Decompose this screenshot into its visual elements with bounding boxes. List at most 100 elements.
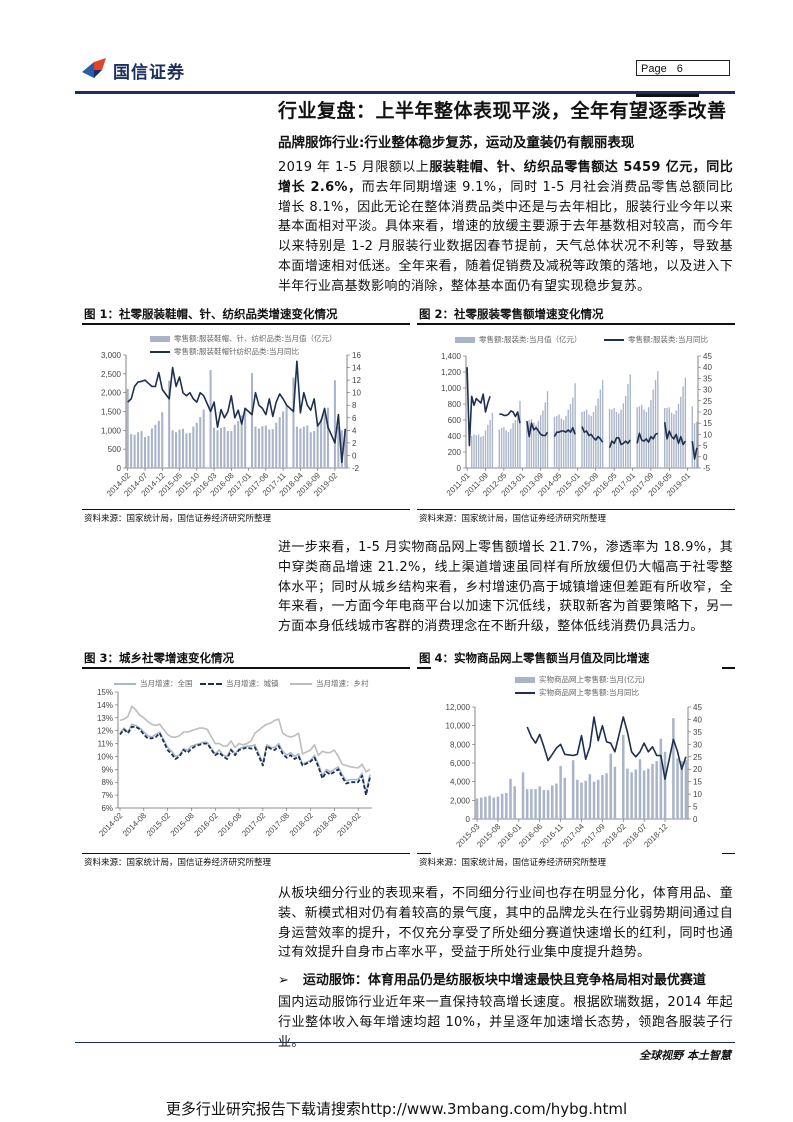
y-tick-label: 0	[457, 464, 462, 473]
bar-2015-05	[585, 409, 588, 468]
bar-2015-04	[480, 797, 483, 819]
bar-2015-03	[171, 430, 174, 468]
figure-1-top-rule	[82, 323, 410, 325]
bar-2016-07	[618, 413, 620, 468]
y-tick-label: 6%	[101, 804, 113, 813]
bar-2017-11	[282, 411, 285, 468]
bar-2015-03	[581, 412, 583, 468]
x-tick-label: 2017-09	[628, 471, 656, 499]
figure-4-top-rule-right	[722, 667, 735, 669]
bar-2018-12	[663, 751, 667, 819]
x-tick-label: 2017-06	[243, 471, 271, 499]
bar-2011-12	[491, 412, 494, 468]
y2-tick-label: 35	[693, 728, 702, 737]
bar-2016-07	[226, 431, 229, 468]
bar-2018-04	[630, 772, 633, 819]
bar-2016-11	[240, 415, 243, 468]
bar-2015-03	[475, 798, 479, 819]
bar-2015-12	[202, 409, 205, 468]
legend-line-swatch	[290, 682, 312, 685]
y2-tick-label: 15	[693, 778, 702, 787]
bar-2015-11	[599, 389, 602, 468]
x-tick-label: 2017-08	[264, 811, 292, 839]
bar-2019-04	[340, 430, 343, 468]
bar-2014-09	[567, 409, 569, 468]
series-line-0	[119, 723, 371, 794]
bar-2018-12	[684, 377, 687, 468]
bar-2014-09	[150, 428, 153, 468]
bar-2017-12	[657, 371, 659, 468]
bar-2017-06	[588, 774, 592, 819]
legend-bar-swatch	[455, 336, 475, 343]
bar-2018-09	[677, 404, 680, 468]
y-tick-label: 14%	[97, 701, 113, 710]
y2-tick-label: 5	[703, 442, 708, 451]
y2-tick-label: 45	[703, 352, 712, 361]
figure-1-source: 资料来源：国家统计局，国信证券经济研究所整理	[84, 514, 272, 524]
bar-2018-10	[680, 396, 682, 468]
para1-text-cont: 而去年同期增速 9.1%，同时 1-5 月社会消费品零售总额同比增长 8.1%，…	[278, 179, 733, 294]
y-tick-label: 8,000	[450, 740, 471, 749]
figure-3-source: 资料来源：国家统计局，国信证券经济研究所整理	[84, 858, 272, 868]
y2-tick-label: 40	[703, 363, 712, 372]
legend-line-swatch	[515, 691, 535, 694]
figure-4-top-rule-left	[417, 667, 431, 669]
y-tick-label: 2,500	[101, 370, 122, 379]
guosen-logo-icon	[82, 58, 106, 78]
bar-2016-12	[244, 407, 247, 468]
bar-2013-09	[539, 415, 542, 468]
y-tick-label: 400	[448, 432, 462, 441]
legend-label: 零售额:服装类:当月同比	[628, 335, 709, 344]
legend-label: 实物商品网上零售额:当月(亿元)	[539, 675, 645, 684]
figure-2-legend-bar: 零售额:服装类:当月值（亿元）	[455, 334, 582, 345]
series-line-1	[119, 725, 371, 796]
bar-2017-04	[580, 782, 583, 819]
bar-2014-08	[565, 416, 567, 468]
bar-2017-10	[278, 417, 281, 468]
x-tick-label: 2018-08	[312, 811, 340, 839]
y-tick-label: 3,000	[101, 351, 122, 360]
bar-2018-11	[323, 413, 326, 468]
x-tick-label: 2014-07	[122, 471, 150, 499]
section-title: 行业复盘：上半年整体表现平淡，全年有望逐季改善	[278, 100, 727, 122]
bar-2015-05	[484, 796, 487, 819]
bar-2017-12	[285, 405, 288, 468]
y-tick-label: 2,000	[450, 796, 471, 805]
bar-2014-08	[147, 435, 150, 468]
legend-bar-swatch	[150, 335, 170, 342]
y2-tick-label: 40	[693, 715, 702, 724]
y2-tick-label: 12	[352, 376, 361, 385]
figure-4-legend-line: 实物商品网上零售额:当月同比	[515, 687, 639, 698]
bar-2016-03	[213, 427, 216, 468]
x-tick-label: 2016-02	[193, 811, 221, 839]
bar-2017-08	[596, 779, 600, 819]
bar-2011-11	[489, 420, 491, 468]
y-tick-label: 800	[448, 400, 462, 409]
bar-2016-12	[563, 777, 567, 819]
paragraph-2: 进一步来看，1-5 月实物商品网上零售额增长 21.7%，渗透率为 18.9%，…	[278, 540, 733, 635]
bar-2013-08	[537, 420, 540, 468]
bar-2014-10	[154, 424, 157, 468]
y2-tick-label: -2	[352, 464, 360, 473]
bar-2017-10	[605, 773, 608, 819]
bar-2012-05	[503, 427, 505, 468]
figure-1-title: 图 1：社零服装鞋帽、针、纺织品类增速变化情况	[84, 307, 338, 321]
bar-2018-11	[682, 386, 684, 468]
bar-2019-02	[333, 380, 336, 468]
x-tick-label: 2016-08	[209, 471, 237, 499]
bar-2015-10	[505, 792, 508, 819]
bar-2014-03	[553, 416, 556, 468]
bar-2017-12	[613, 766, 617, 819]
bar-2017-02	[251, 373, 254, 468]
bar-2018-06	[670, 412, 673, 468]
bullet-heading-text: 运动服饰：体育用品仍是纺服板块中增速最快且竞争格局相对最优赛道	[302, 973, 706, 988]
bar-2016-05	[613, 408, 615, 468]
bar-2011-10	[487, 424, 489, 468]
y-tick-label: 10%	[97, 752, 113, 761]
bar-2013-11	[544, 402, 546, 468]
figure-2-legend-line: 零售额:服装类:当月同比	[604, 334, 708, 345]
y2-tick-label: 14	[352, 364, 361, 373]
bar-2016-10	[237, 420, 240, 468]
legend-line-swatch	[114, 682, 136, 685]
y2-tick-label: 20	[703, 408, 712, 417]
